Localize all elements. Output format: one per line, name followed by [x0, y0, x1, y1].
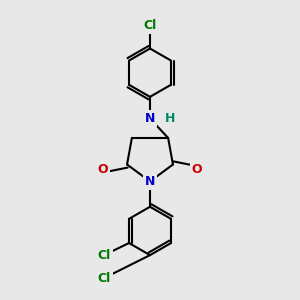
- Text: Cl: Cl: [143, 19, 157, 32]
- Text: H: H: [165, 112, 176, 125]
- Text: O: O: [98, 163, 108, 176]
- Text: Cl: Cl: [98, 272, 111, 285]
- Text: Cl: Cl: [98, 249, 111, 262]
- Text: N: N: [145, 175, 155, 188]
- Text: N: N: [145, 112, 155, 125]
- Text: O: O: [192, 163, 203, 176]
